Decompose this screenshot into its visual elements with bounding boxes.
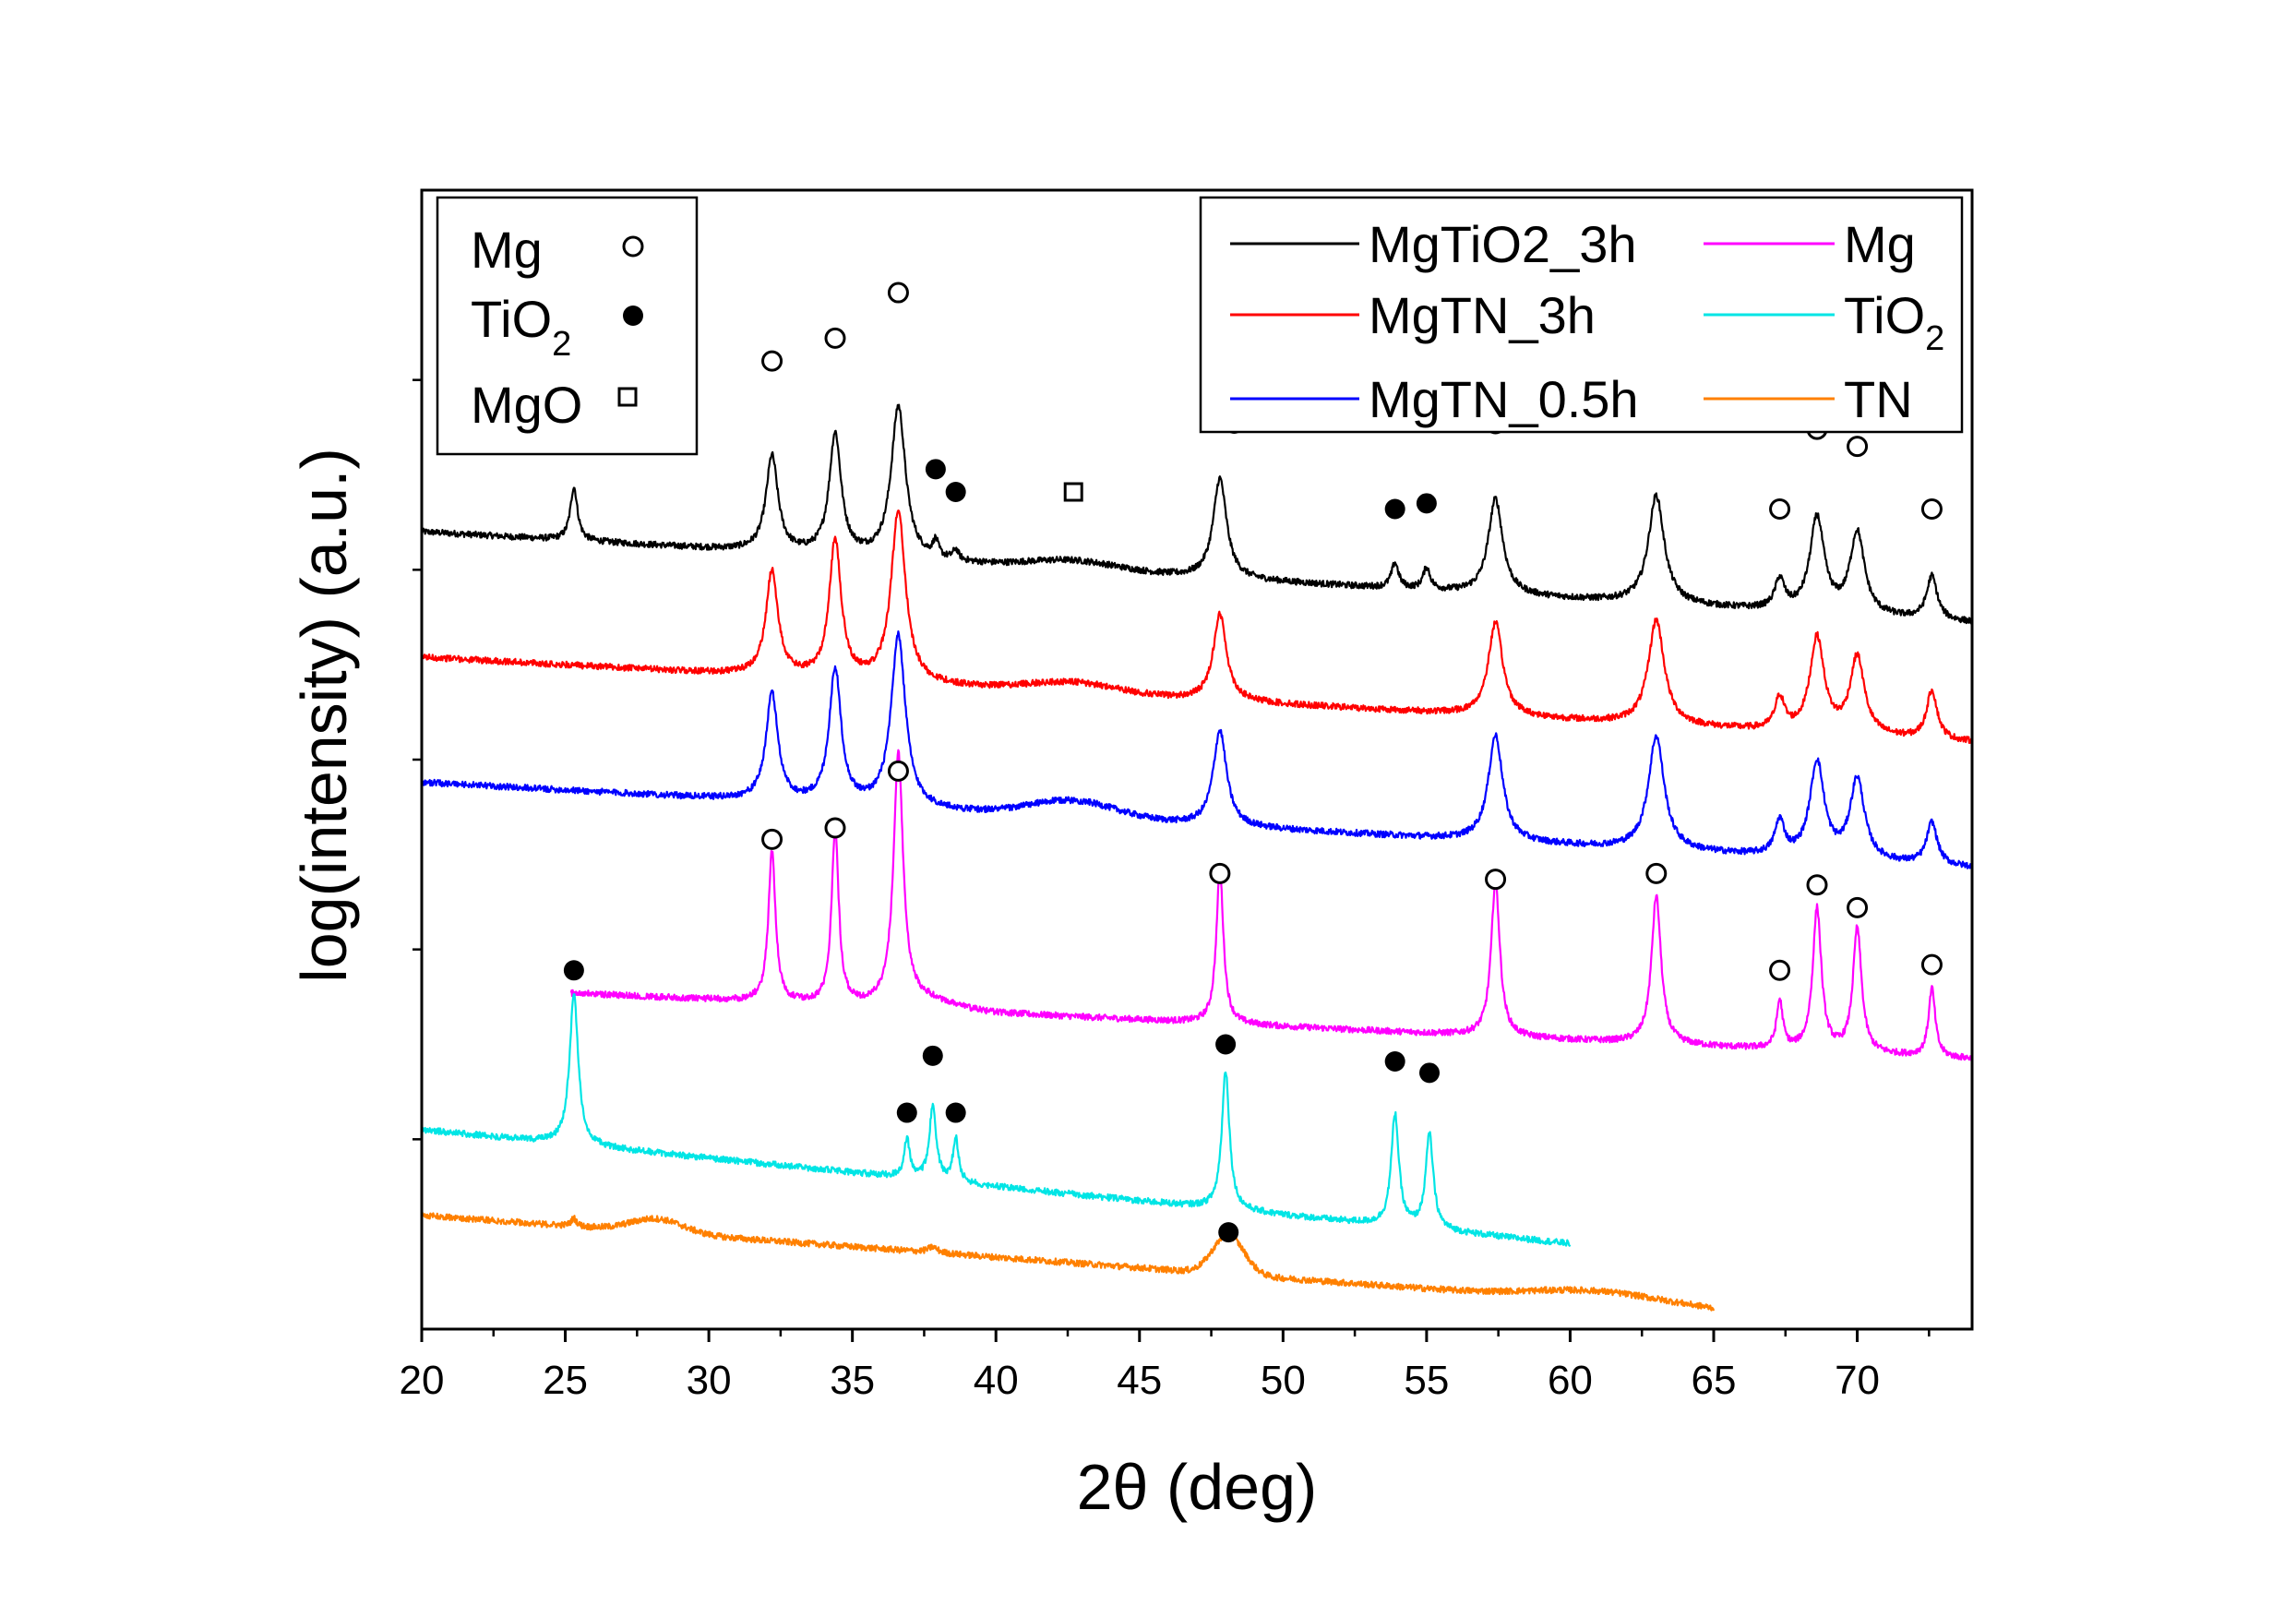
- phase-legend-label: MgO: [471, 376, 582, 434]
- mg-peak-marker: [887, 282, 909, 304]
- phase-legend-label: Mg: [471, 221, 543, 279]
- legend-label: TiO2: [1844, 286, 1944, 358]
- tio2-peak-marker: [896, 1102, 917, 1123]
- phase-legend-label: TiO2: [471, 290, 571, 364]
- mg-peak-marker: [824, 817, 846, 839]
- y-axis-title: log(intensity) (a.u.): [288, 448, 360, 983]
- tio2-peak-marker: [925, 459, 946, 480]
- tio2-peak-marker: [1218, 1222, 1239, 1243]
- tio2-peak-marker: [1416, 493, 1437, 514]
- tio2-peak-marker: [563, 960, 584, 981]
- mg-peak-marker: [1769, 498, 1791, 521]
- x-tick-label: 70: [1835, 1358, 1880, 1403]
- series-line-mgtn-3h: [421, 509, 1974, 744]
- x-tick-label: 20: [400, 1358, 445, 1403]
- filled-circle-marker-icon: [623, 306, 643, 326]
- mg-peak-marker: [1847, 896, 1869, 918]
- x-tick-label: 35: [830, 1358, 875, 1403]
- mg-peak-marker: [1645, 862, 1668, 884]
- phase-legend-box: [436, 196, 699, 456]
- x-tick-label: 25: [543, 1358, 588, 1403]
- x-tick-label: 55: [1404, 1358, 1449, 1403]
- tio2-peak-marker: [1384, 1051, 1405, 1073]
- open-square-marker-icon: [617, 387, 638, 407]
- series-line-tn: [420, 1211, 1716, 1312]
- x-tick-label: 60: [1548, 1358, 1593, 1403]
- series-line-mg: [569, 749, 1974, 1062]
- series-legend-box: [1199, 196, 1964, 434]
- mg-peak-marker: [761, 828, 783, 850]
- x-axis-ticks: 20 25 30 35 40 45 50 55 60 65 70: [400, 1329, 1931, 1403]
- mgo-peak-marker: [1063, 482, 1083, 502]
- mg-peak-marker: [1485, 869, 1507, 891]
- series-layer: [420, 403, 1974, 1312]
- tio2-peak-marker: [1384, 498, 1405, 520]
- mg-peak-marker: [761, 350, 783, 372]
- mg-peak-marker: [887, 760, 909, 782]
- series-legend: MgTiO2_3h MgTN_3h MgTN_0.5h Mg TiO2 TN: [1199, 196, 1964, 434]
- tio2-peak-marker: [1215, 1034, 1237, 1055]
- y-axis-ticks: [413, 378, 422, 1141]
- legend-label: MgTN_0.5h: [1369, 370, 1639, 428]
- legend-label: MgTN_3h: [1369, 286, 1596, 344]
- mg-peak-marker: [1769, 959, 1791, 981]
- mg-peak-marker: [1209, 862, 1231, 884]
- x-tick-label: 45: [1117, 1358, 1162, 1403]
- mg-peak-marker: [824, 327, 846, 349]
- phase-legend: Mg TiO2 MgO: [436, 196, 699, 456]
- series-line-tio2: [420, 992, 1572, 1247]
- mg-peak-marker: [1806, 874, 1828, 896]
- legend-label: MgTiO2_3h: [1369, 215, 1637, 273]
- series-line-mgtio2-3h: [420, 403, 1973, 625]
- legend-label: TN: [1844, 370, 1913, 428]
- open-circle-marker-icon: [622, 235, 644, 258]
- mg-peak-marker: [1847, 436, 1869, 458]
- tio2-peak-marker: [945, 482, 966, 503]
- legend-label: Mg: [1844, 215, 1916, 273]
- x-tick-label: 30: [687, 1358, 732, 1403]
- mg-peak-marker: [1920, 498, 1943, 521]
- x-tick-label: 50: [1261, 1358, 1306, 1403]
- tio2-peak-marker: [945, 1102, 966, 1123]
- x-tick-label: 65: [1692, 1358, 1737, 1403]
- x-tick-label: 40: [974, 1358, 1019, 1403]
- tio2-peak-marker: [1419, 1062, 1440, 1084]
- series-line-mgtn-0-5h: [421, 630, 1973, 869]
- x-axis-title: 2θ (deg): [1077, 1451, 1318, 1523]
- mg-peak-marker: [1920, 953, 1943, 976]
- tio2-peak-marker: [922, 1045, 943, 1066]
